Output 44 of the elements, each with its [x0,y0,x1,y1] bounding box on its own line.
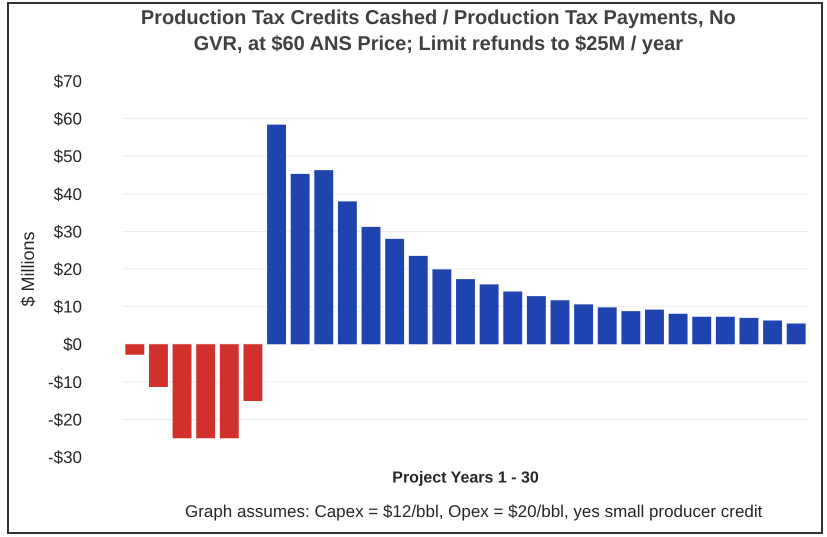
bar [716,316,735,344]
y-tick-label: $60 [54,110,82,129]
bar [740,318,758,344]
y-tick-label: $10 [54,298,82,317]
text: Graph assumes: Capex = $12/bbl, Opex = $20/bbl, yes small producer credit [185,502,763,521]
bar [290,174,310,344]
chart-title: Production Tax Credits Cashed / Production Tax Payments, No GVR, at $60 ANS Price; Limit refunds to $25M / year [140,7,736,56]
bar [220,344,239,438]
y-tick-label: $30 [54,222,82,242]
bar [692,316,712,344]
x-axis-title: Project Years 1 - 30 [392,470,539,487]
y-tick-label: $20 [54,260,82,279]
bar [267,124,286,344]
bar [314,170,334,344]
bar [598,307,617,344]
bar [763,320,782,344]
bar [480,284,499,344]
y-tick-label: $40 [54,184,82,204]
bar [408,256,428,344]
y-tick-label: -$10 [48,372,82,392]
bar [338,201,357,344]
bar [362,226,380,344]
y-axis-title: $ Millions [18,231,38,307]
y-tick-label: -$30 [48,448,82,467]
bar [172,344,192,438]
bar [125,344,144,355]
bar [196,344,216,438]
y-tick-label: $0 [63,335,82,354]
bar [621,311,640,344]
bar [432,269,452,344]
bar [668,314,688,344]
bar [385,238,404,344]
bar [574,304,594,344]
bar [148,344,168,388]
bar [645,310,664,344]
bar [526,296,546,344]
bar [456,279,475,344]
y-tick-label: $50 [54,147,82,166]
bar [550,300,570,344]
y-tick-label: $70 [54,72,82,91]
bar [243,344,262,401]
bar [503,292,522,344]
bar [786,324,806,344]
y-tick-label: -$20 [48,410,82,430]
